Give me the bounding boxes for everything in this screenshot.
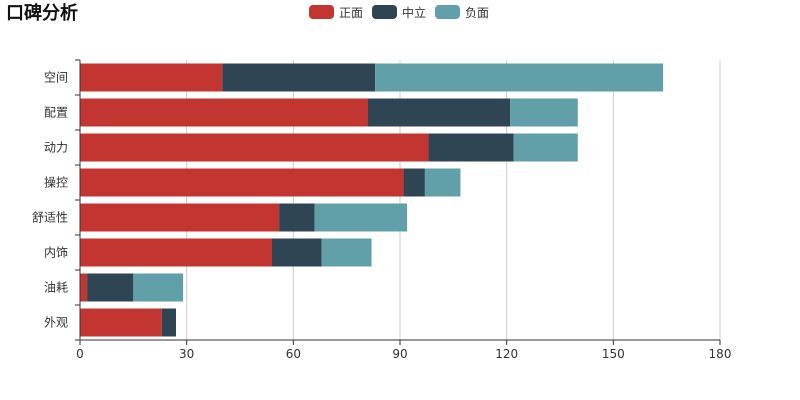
legend-swatch-positive [309, 5, 334, 19]
legend-item-positive[interactable]: 正面 [309, 4, 363, 21]
legend: 正面 中立 负面 [309, 4, 498, 20]
legend-item-negative[interactable]: 负面 [435, 4, 489, 21]
bar-动力-负面[interactable] [513, 133, 578, 162]
x-tick-label-2: 60 [286, 347, 301, 361]
legend-swatch-neutral [372, 5, 398, 19]
bar-舒适性-负面[interactable] [314, 203, 408, 232]
chart-title: 口碑分析 [6, 3, 78, 24]
y-tick-label-7: 外观 [44, 316, 68, 330]
bar-操控-正面[interactable] [80, 168, 404, 197]
bar-空间-中立[interactable] [222, 63, 376, 92]
bar-配置-正面[interactable] [80, 98, 368, 127]
bar-外观-中立[interactable] [161, 308, 176, 337]
bar-油耗-正面[interactable] [80, 273, 88, 302]
bar-空间-负面[interactable] [375, 63, 664, 92]
bar-操控-中立[interactable] [403, 168, 425, 197]
x-tick-label-0: 0 [76, 347, 84, 361]
y-tick-label-3: 操控 [44, 175, 68, 190]
x-tick-label-6: 180 [709, 347, 732, 361]
legend-label-negative: 负面 [465, 5, 490, 20]
legend-label-neutral: 中立 [402, 5, 427, 20]
legend-swatch-negative [435, 5, 461, 19]
bar-动力-中立[interactable] [428, 133, 514, 162]
y-tick-label-2: 动力 [44, 141, 68, 155]
bar-动力-正面[interactable] [80, 133, 429, 162]
bar-外观-正面[interactable] [80, 308, 162, 337]
bar-操控-负面[interactable] [424, 168, 461, 197]
bar-油耗-中立[interactable] [87, 273, 134, 302]
y-tick-label-5: 内饰 [44, 246, 68, 260]
bar-舒适性-中立[interactable] [279, 203, 315, 232]
bar-油耗-负面[interactable] [133, 273, 184, 302]
x-tick-label-5: 150 [602, 347, 625, 361]
bar-内饰-正面[interactable] [80, 238, 272, 267]
bar-舒适性-正面[interactable] [80, 203, 280, 232]
y-tick-label-1: 配置 [44, 106, 68, 120]
bar-内饰-中立[interactable] [272, 238, 322, 267]
y-tick-label-0: 空间 [44, 71, 68, 85]
y-tick-label-6: 油耗 [44, 281, 68, 295]
y-tick-label-4: 舒适性 [32, 211, 68, 225]
legend-item-neutral[interactable]: 中立 [372, 4, 426, 21]
bar-配置-负面[interactable] [510, 98, 578, 127]
bar-空间-正面[interactable] [80, 63, 223, 92]
legend-label-positive: 正面 [339, 5, 364, 20]
bar-配置-中立[interactable] [368, 98, 511, 127]
x-tick-label-4: 120 [495, 347, 518, 361]
x-tick-label-3: 90 [392, 347, 407, 361]
bar-内饰-负面[interactable] [321, 238, 372, 267]
x-tick-label-1: 30 [179, 347, 194, 361]
